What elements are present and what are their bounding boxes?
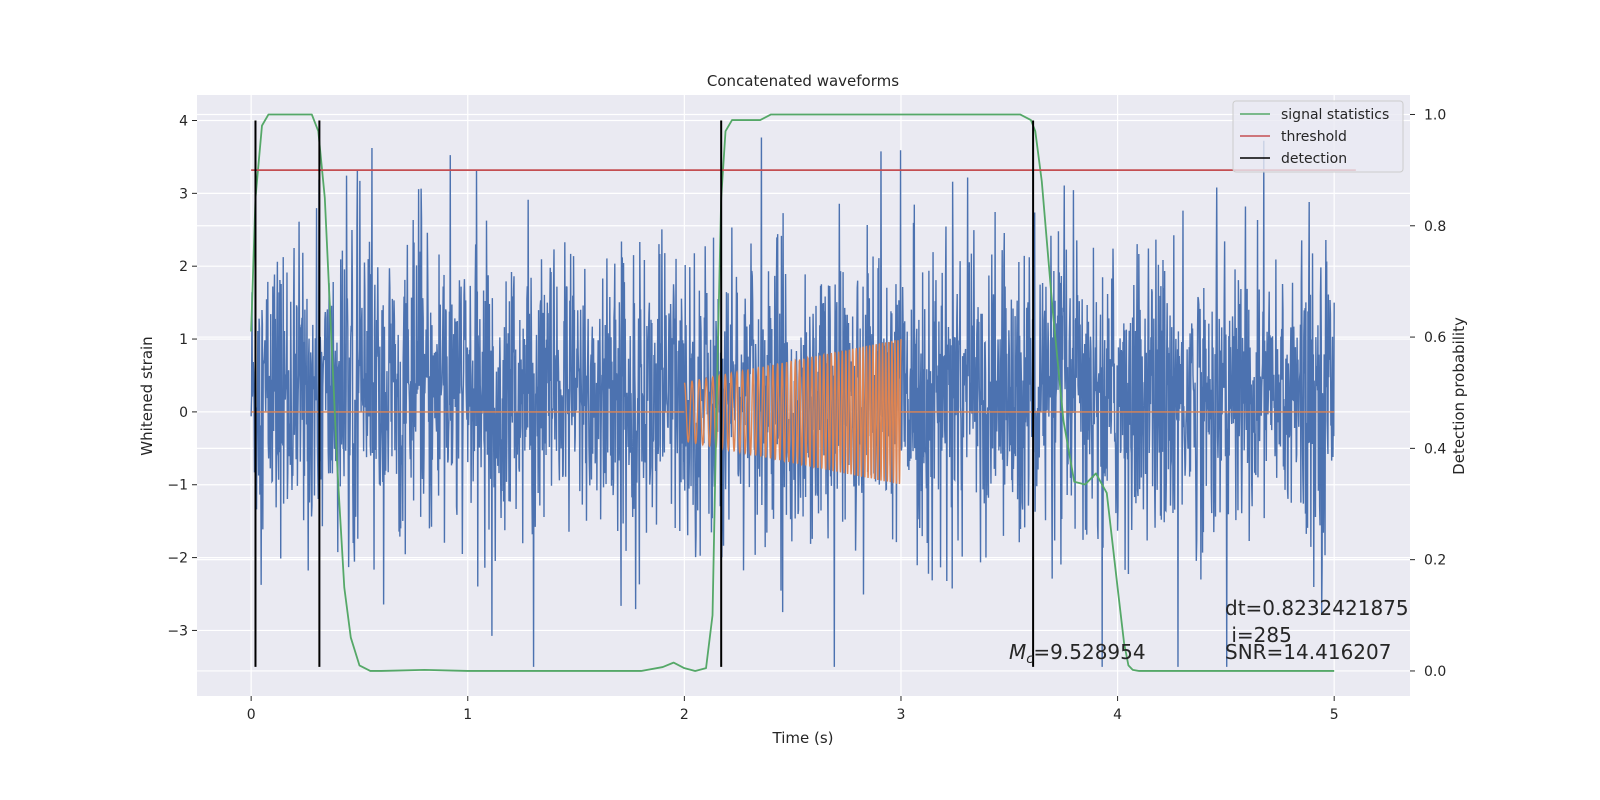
mc-value: =9.528954 <box>1033 640 1145 664</box>
series-signal-statistics <box>250 113 1335 672</box>
x-tick-label-0: 0 <box>247 707 256 723</box>
x-tick-label-4: 4 <box>1113 707 1122 723</box>
y-axis-label: Whitened strain <box>138 336 156 455</box>
x-axis-label: Time (s) <box>772 729 834 747</box>
dt-annotation: dt=0.8232421875 <box>1225 596 1409 620</box>
legend-label-threshold: threshold <box>1281 129 1347 145</box>
y2-tick-label-4: 0.8 <box>1424 219 1446 235</box>
y2-axis-label: Detection probability <box>1450 317 1468 475</box>
x-tick-label-3: 3 <box>897 707 906 723</box>
y2-tick-label-0: 0.0 <box>1424 664 1446 680</box>
annotations: Mc=9.528954 dt=0.8232421875 i=285 SNR=14… <box>1009 596 1409 667</box>
y2-tick-label-1: 0.2 <box>1424 553 1446 569</box>
legend-label-detection: detection <box>1281 151 1347 167</box>
y-tick-label-5: 2 <box>179 259 188 275</box>
y-tick-label-2: −1 <box>167 478 188 494</box>
snr-annotation: SNR=14.416207 <box>1225 640 1391 664</box>
legend-box <box>1232 100 1404 173</box>
y2-tick-label-3: 0.6 <box>1424 330 1446 346</box>
y-tick-label-3: 0 <box>179 405 188 421</box>
ticks-layer: 0 1 2 3 4 5 −3 −2 −1 0 1 2 3 4 0.0 0.2 0.4 0.6 0.8 1.0 <box>167 107 1446 723</box>
legend-label-signal-statistics: signal statistics <box>1281 107 1389 123</box>
y-tick-label-6: 3 <box>179 186 188 202</box>
mc-symbol: M <box>1009 640 1026 664</box>
y-tick-label-4: 1 <box>179 332 188 348</box>
y-tick-label-7: 4 <box>179 113 188 129</box>
series-layer <box>250 113 1356 672</box>
y-tick-label-1: −2 <box>167 551 188 567</box>
y2-tick-label-5: 1.0 <box>1424 107 1446 123</box>
x-tick-label-5: 5 <box>1330 707 1339 723</box>
mc-annotation: Mc=9.528954 <box>1009 640 1146 667</box>
legend: signal statistics threshold detection <box>1232 100 1404 173</box>
mc-subscript: c <box>1026 652 1033 667</box>
i-annotation: i=285 <box>1225 623 1292 647</box>
chart-title: Concatenated waveforms <box>707 72 899 90</box>
x-tick-label-1: 1 <box>463 707 472 723</box>
y-tick-label-0: −3 <box>167 623 188 639</box>
y2-tick-label-2: 0.4 <box>1424 441 1446 457</box>
x-tick-label-2: 2 <box>680 707 689 723</box>
